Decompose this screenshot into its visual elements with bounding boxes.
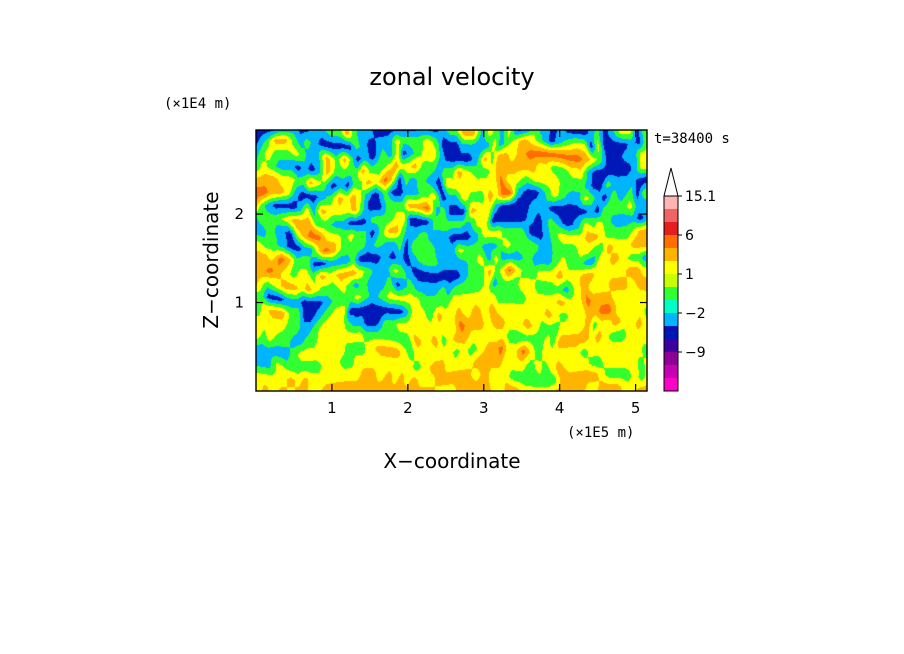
x-tick-label: 2 [403,399,413,417]
y-tick-label: 2 [234,205,244,223]
velocity-field-image [256,130,647,391]
colorbar-extension [663,167,679,197]
colorbar-label: 15.1 [685,189,716,205]
colorbar-segment [664,339,678,352]
colorbar-segment [664,196,678,209]
x-tick-label: 4 [555,399,565,417]
colorbar-label: −9 [685,345,706,361]
colorbar-label: 6 [685,228,694,244]
y-unit-label: (×1E4 m) [164,96,231,112]
colorbar-segment [664,209,678,222]
x-tick-label: 3 [479,399,489,417]
plot-frame [255,129,648,392]
velocity-field [256,130,647,391]
chart-title: zonal velocity [369,63,534,91]
x-tick-label: 1 [327,399,337,417]
colorbar-segment [664,261,678,274]
colorbar-label: 1 [685,267,694,283]
colorbar-frame [663,195,679,392]
x-axis: 1 2 3 4 5 [327,130,640,417]
colorbar-segment [664,300,678,313]
colorbar-segment [664,313,678,326]
x-tick-label: 5 [631,399,641,417]
x-unit-label: (×1E5 m) [567,425,634,441]
colorbar-segment [664,365,678,378]
colorbar-segment [664,235,678,248]
y-axis: 12 [234,205,647,312]
x-axis-title: X−coordinate [383,449,520,473]
colorbar: 15.1 6 1 −2 −9 [663,167,716,392]
colorbar-segment [664,248,678,261]
time-label: t=38400 s [654,131,730,147]
colorbar-segment [664,274,678,287]
colorbar-segment [664,287,678,300]
colorbar-segment [664,352,678,365]
colorbar-segment [664,222,678,235]
colorbar-label: −2 [685,306,706,322]
y-axis-title: Z−coordinate [199,191,223,328]
y-tick-label: 1 [234,294,244,312]
colorbar-segment [664,378,678,391]
colorbar-segment [664,326,678,339]
